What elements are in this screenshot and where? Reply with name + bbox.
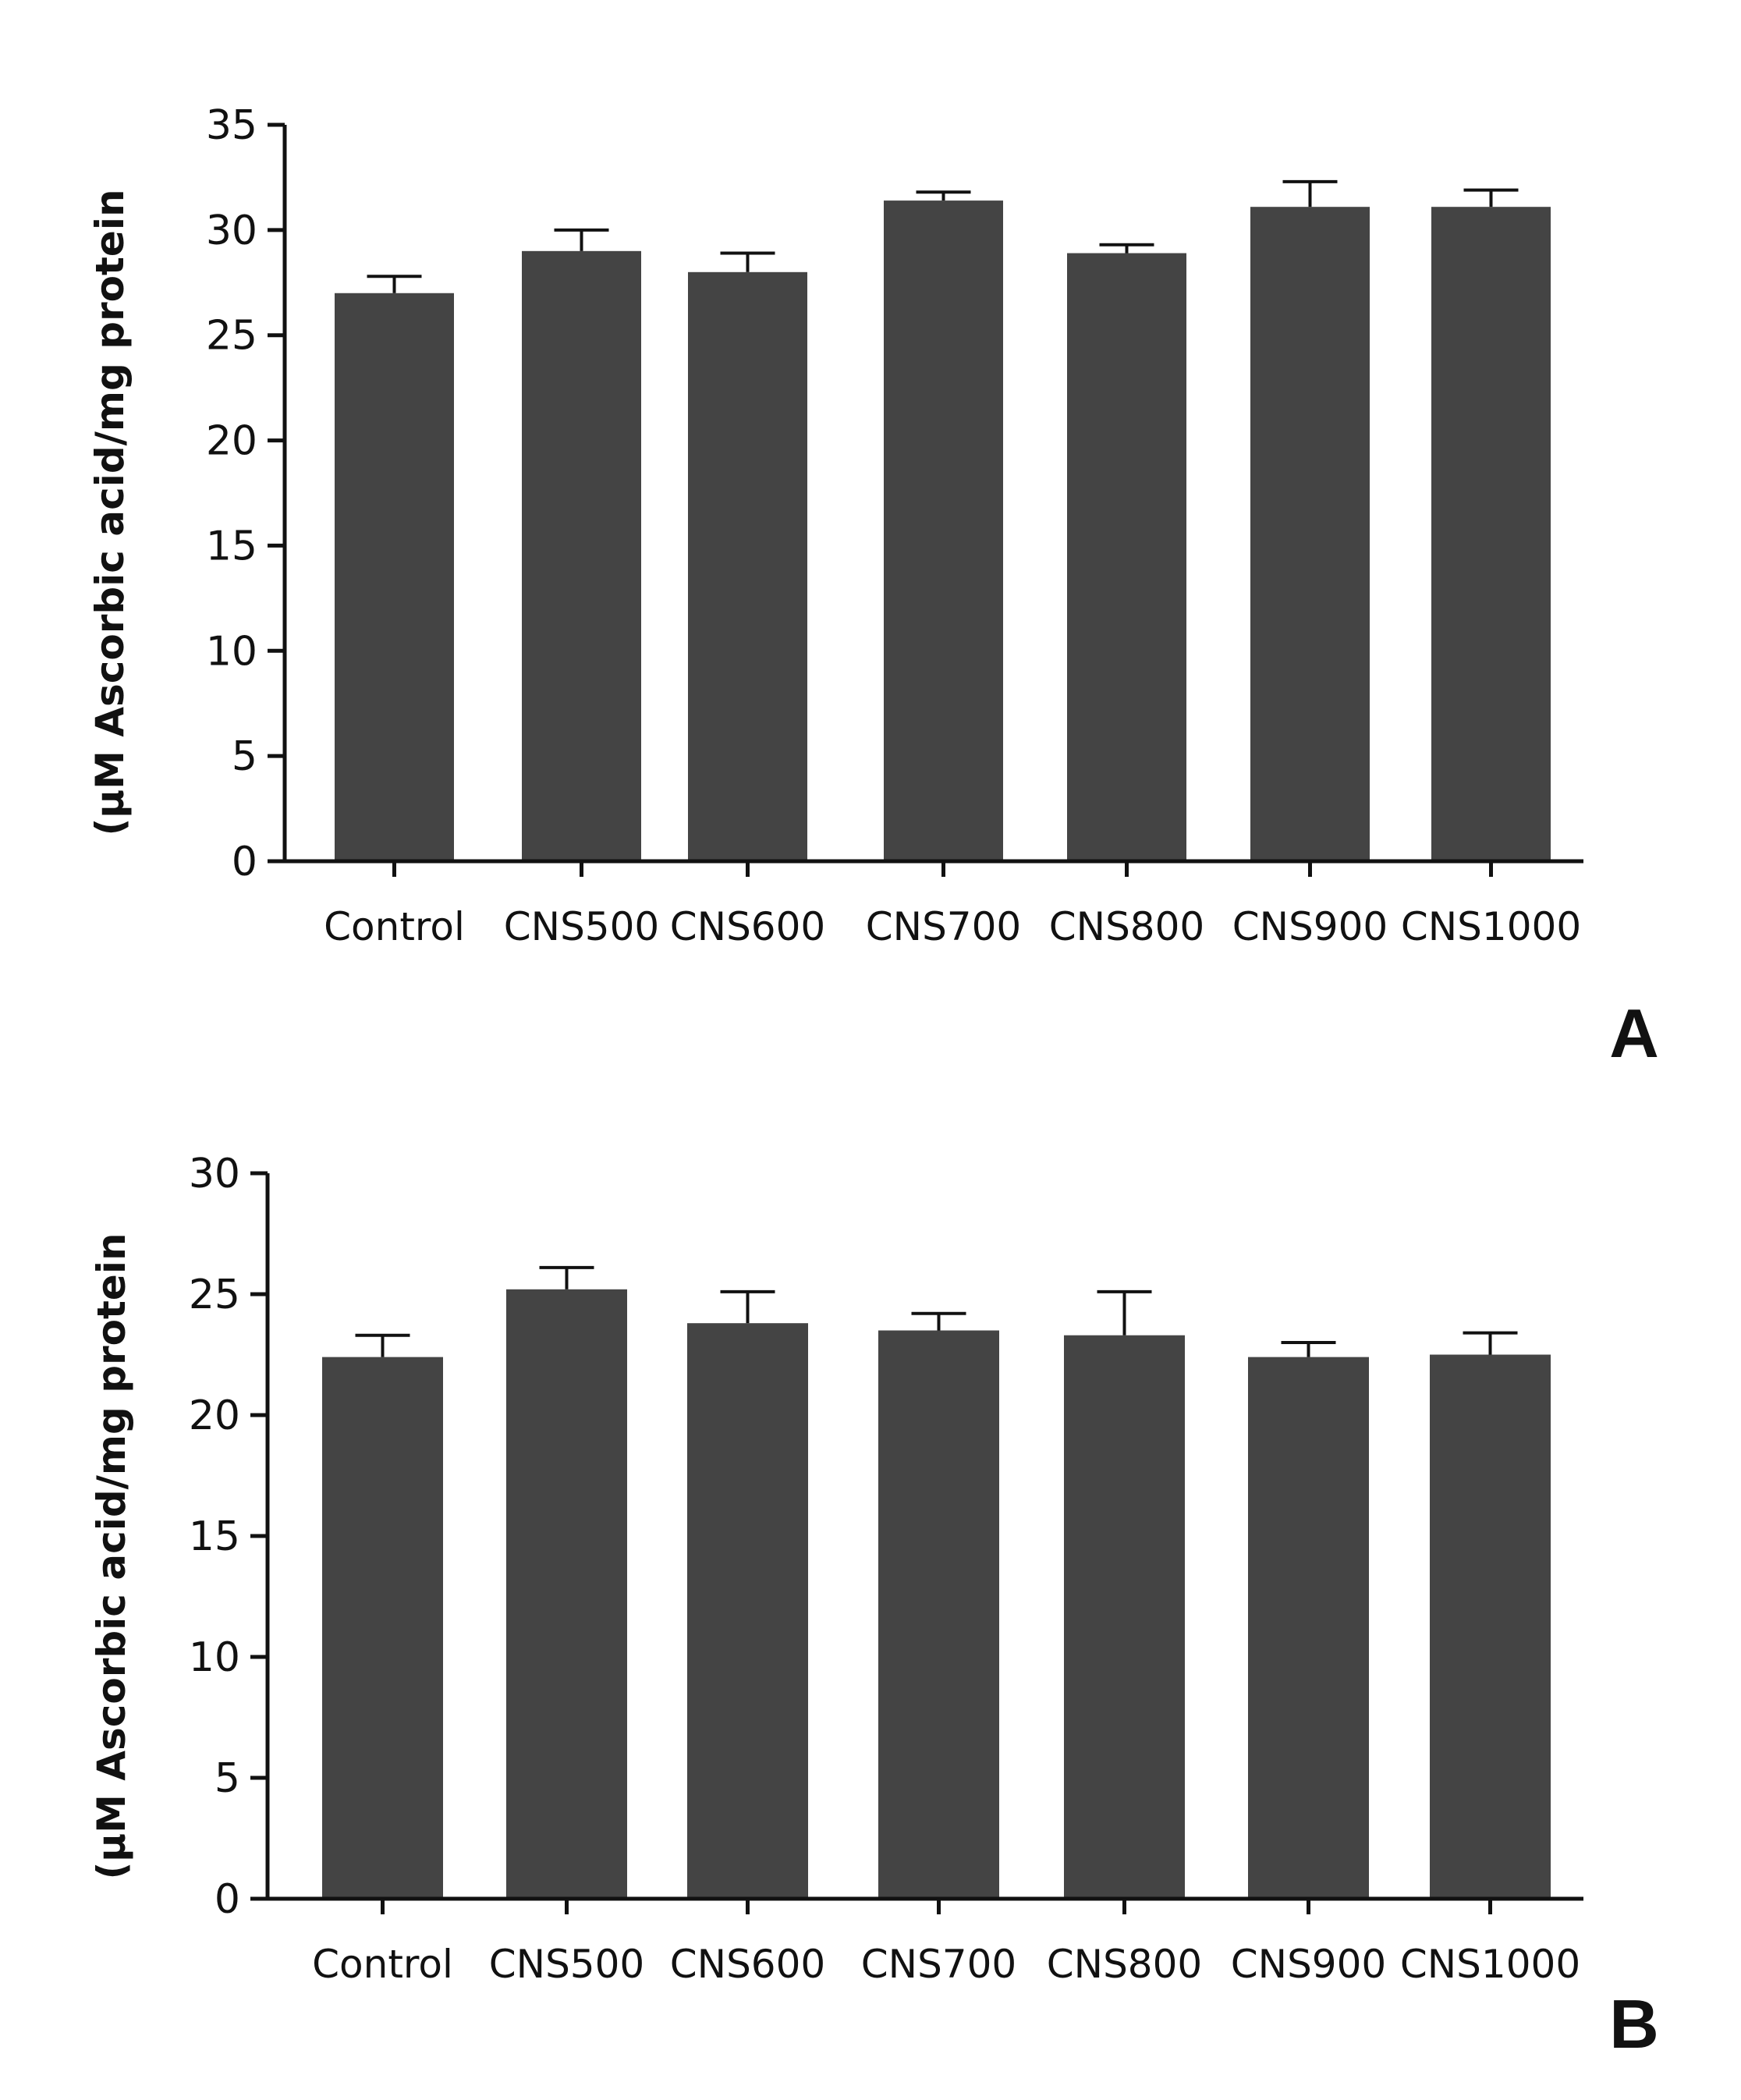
panel-b-error-bars	[355, 1265, 1518, 1357]
panel-b-y-tick-label: 30	[189, 1151, 240, 1197]
panel-b-y-tick-label: 0	[215, 1876, 240, 1923]
panel-a-bar-control	[335, 293, 454, 861]
panel-a-bar-cns800	[1067, 253, 1186, 861]
panel-b-x-tick-label-cns900: CNS900	[1231, 1942, 1387, 1987]
panel-a-y-tick-label: 25	[206, 313, 257, 360]
panel-b-x-tick-label-cns700: CNS700	[861, 1942, 1017, 1987]
panel-b-error-bar-cns1000	[1463, 1331, 1518, 1355]
panel-b-y-tick-label: 20	[189, 1392, 240, 1439]
panel-a-error-bar-cns1000	[1463, 188, 1519, 208]
panel-a-y-axis-label: (μM Ascorbic acid/mg protein	[87, 189, 133, 835]
panel-b-y-tick-label: 5	[215, 1755, 240, 1802]
panel-a-error-bars	[367, 179, 1519, 293]
panel-b-x-tick-label-control: Control	[312, 1942, 453, 1987]
panel-b-x-tick-label-cns1000: CNS1000	[1400, 1942, 1580, 1987]
panel-b-bar-cns600	[687, 1323, 808, 1899]
panel-b-error-bar-cns600	[720, 1289, 775, 1324]
panel-a-error-bar-cns700	[916, 190, 971, 201]
panel-b: (μM Ascorbic acid/mg protein 0 5 10 15 20 25 3…	[89, 1151, 1659, 2063]
panel-a-x-tick-label-cns600: CNS600	[670, 904, 826, 949]
panel-b-bar-cns700	[878, 1330, 999, 1899]
panel-b-y-tick-label: 10	[189, 1634, 240, 1681]
panel-a-y-tick-label: 15	[206, 523, 257, 569]
panel-a-bar-cns700	[884, 200, 1003, 861]
panel-a-bar-cns600	[688, 271, 807, 861]
panel-a-x-tick-label-control: Control	[324, 904, 465, 949]
panel-b-error-bar-cns700	[911, 1311, 966, 1331]
panel-b-bar-cns800	[1064, 1335, 1185, 1899]
panel-b-letter: B	[1609, 1985, 1659, 2063]
panel-a-error-bar-cns900	[1282, 179, 1338, 208]
panel-b-y-axis-label: (μM Ascorbic acid/mg protein	[89, 1233, 134, 1879]
panel-a-y-tick-label: 20	[206, 418, 257, 465]
panel-b-error-bar-cns500	[539, 1265, 594, 1289]
panel-a-x-tick-label-cns1000: CNS1000	[1401, 904, 1581, 949]
panel-b-x-ticks: Control CNS500 CNS600 CNS700 CNS800 CNS900 CNS…	[312, 1899, 1580, 1987]
panel-a-x-tick-label-cns700: CNS700	[866, 904, 1022, 949]
panel-a-bar-cns900	[1250, 207, 1370, 861]
panel-b-y-tick-label: 25	[189, 1272, 240, 1318]
panel-a-bar-cns500	[522, 250, 641, 861]
panel-a: (μM Ascorbic acid/mg protein 0 5 10 15 20 25 3…	[87, 102, 1659, 1072]
panel-b-bar-cns1000	[1430, 1354, 1551, 1899]
panel-a-x-ticks: Control CNS500 CNS600 CNS700 CNS800 CNS900 CNS…	[324, 861, 1581, 949]
panel-a-y-tick-label: 5	[232, 733, 257, 780]
panel-a-letter: A	[1609, 995, 1659, 1072]
panel-a-error-bar-cns800	[1099, 243, 1154, 254]
panel-a-error-bar-cns500	[554, 228, 609, 251]
panel-b-x-tick-label-cns500: CNS500	[489, 1942, 645, 1987]
panel-a-y-tick-label: 30	[206, 208, 257, 254]
panel-b-x-tick-label-cns600: CNS600	[670, 1942, 826, 1987]
panel-b-bars	[322, 1289, 1551, 1899]
panel-a-x-tick-label-cns800: CNS800	[1049, 904, 1205, 949]
panel-a-x-tick-label-cns900: CNS900	[1232, 904, 1388, 949]
panel-a-y-ticks: 0 5 10 15 20 25 30 35	[206, 102, 285, 885]
panel-b-bar-control	[322, 1357, 443, 1899]
panel-b-x-tick-label-cns800: CNS800	[1047, 1942, 1203, 1987]
panel-a-x-tick-label-cns500: CNS500	[504, 904, 660, 949]
panel-b-error-bar-cns800	[1097, 1289, 1152, 1336]
panel-a-y-tick-label: 35	[206, 102, 257, 149]
panel-b-bar-cns500	[506, 1289, 627, 1899]
panel-b-bar-cns900	[1248, 1357, 1369, 1899]
panel-a-y-tick-label: 0	[232, 839, 257, 885]
panel-b-y-tick-label: 15	[189, 1513, 240, 1560]
panel-b-error-bar-control	[355, 1333, 410, 1357]
panel-a-error-bar-cns600	[720, 251, 775, 272]
panel-b-error-bar-cns900	[1281, 1341, 1336, 1357]
panel-a-error-bar-control	[367, 275, 422, 293]
panel-a-bars	[335, 200, 1551, 861]
panel-b-y-ticks: 0 5 10 15 20 25 30	[189, 1151, 268, 1923]
panel-a-y-tick-label: 10	[206, 628, 257, 675]
panel-a-axes	[282, 125, 1583, 864]
panel-a-bar-cns1000	[1431, 207, 1551, 861]
